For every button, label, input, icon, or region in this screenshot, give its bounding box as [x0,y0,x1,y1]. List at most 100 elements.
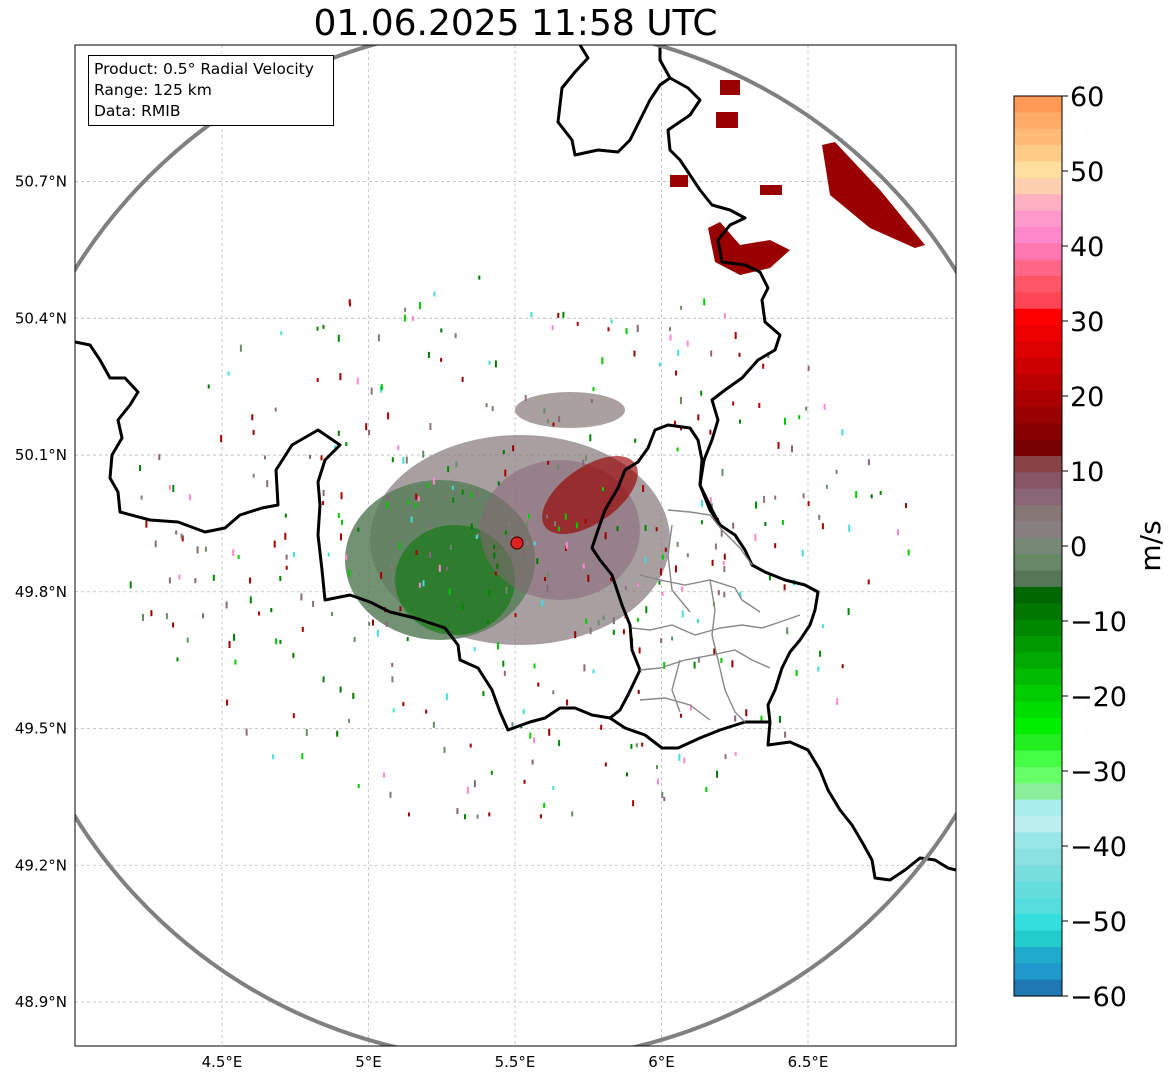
echo-bin [700,390,703,396]
colorbar-segment [1014,619,1062,637]
echo-bin [754,534,757,541]
echo-bin [565,541,568,549]
colorbar-segment [1014,145,1062,163]
echo-bin [252,473,255,478]
lat-tick-label: 49.5°N [15,720,67,738]
echo-bin [697,656,700,663]
radar-site-marker[interactable] [510,536,524,550]
echo-bin [446,566,449,571]
echo-bin [867,459,870,466]
colorbar-segment [1014,439,1062,457]
echo-bin [429,423,432,430]
echo-bin [477,532,480,538]
echo-bin [710,350,713,357]
colorbar-segment [1014,325,1062,343]
colorbar-segment [1014,374,1062,392]
lat-tick-label: 49.8°N [15,583,67,601]
echo-bin [686,553,689,558]
echo-bin [818,514,821,520]
echo-bin [645,606,648,614]
echo-bin [194,578,197,584]
echo-bin [552,785,555,790]
echo-bin [391,676,394,683]
echo-bin [493,552,496,559]
echo-bin [280,331,283,336]
echo-bin [226,699,229,706]
echo-bin [523,779,526,784]
echo-bin [533,737,536,744]
echo-bin [504,530,507,535]
echo-bin [488,812,491,817]
echo-bin [168,485,171,491]
echo-bin [391,457,394,463]
colorbar-segment [1014,456,1062,473]
echo-bin [658,580,661,585]
colorbar-segment [1014,963,1062,981]
echo-bin [284,513,287,518]
echo-bin [514,613,517,618]
echo-bin [403,314,406,322]
echo-bin [590,399,593,404]
echo-bin [709,429,712,435]
colorbar-segment [1014,766,1062,784]
echo-bin [661,554,664,560]
echo-bin [504,469,507,477]
echo-bin [312,600,315,607]
echo-bin [879,490,882,495]
colorbar-segment [1014,341,1062,359]
echo-patch [760,185,782,195]
echo-bin [485,403,488,408]
echo-bin [558,415,561,422]
echo-bin [377,334,380,342]
echo-bin [531,759,534,765]
echo-bin [370,387,373,395]
echo-bin [778,715,781,723]
echo-bin [279,639,282,644]
echo-bin [836,698,839,705]
echo-bin [228,641,231,648]
colorbar-segment [1014,636,1062,653]
echo-bin [172,622,175,628]
echo-bin [273,540,276,548]
echo-bin [774,495,777,500]
colorbar-unit-label: m/s [1134,520,1167,571]
echo-bin [422,580,425,587]
echo-bin [541,599,544,607]
colorbar-segment [1014,701,1062,719]
colorbar-segment [1014,832,1062,850]
echo-bin [389,791,392,798]
echo-bin [414,503,417,508]
echo-bin [272,754,275,760]
echo-bin [461,376,464,382]
echo-bin [714,543,717,550]
border-luxembourg-france [609,716,770,750]
echo-bin [411,316,414,322]
echo-bin [739,591,742,598]
echo-bin [165,613,168,620]
echo-bin [543,407,546,414]
echo-bin [427,351,430,358]
echo-bin [870,494,873,499]
echo-bin [357,527,360,532]
echo-bin [353,637,356,642]
echo-bin [758,402,761,408]
border-luxembourg-germany [719,523,956,882]
colorbar-segment [1014,423,1062,441]
colorbar-tick-label: 60 [1070,82,1104,113]
echo-bin [455,461,458,468]
plot-frame [74,44,957,1047]
echo-bin [497,481,500,486]
echo-bin [585,455,587,461]
echo-bin [525,541,528,546]
echo-bin [847,608,850,616]
echo-bin [755,501,758,509]
echo-bin [575,522,578,529]
colorbar-segment [1014,783,1062,801]
echo-bin [681,610,684,618]
echo-bin [440,357,443,362]
echo-bin [676,447,679,452]
echo-bin [178,574,181,580]
echo-bin [616,526,619,532]
echo-bin [669,334,672,341]
colorbar-segment [1014,161,1062,179]
